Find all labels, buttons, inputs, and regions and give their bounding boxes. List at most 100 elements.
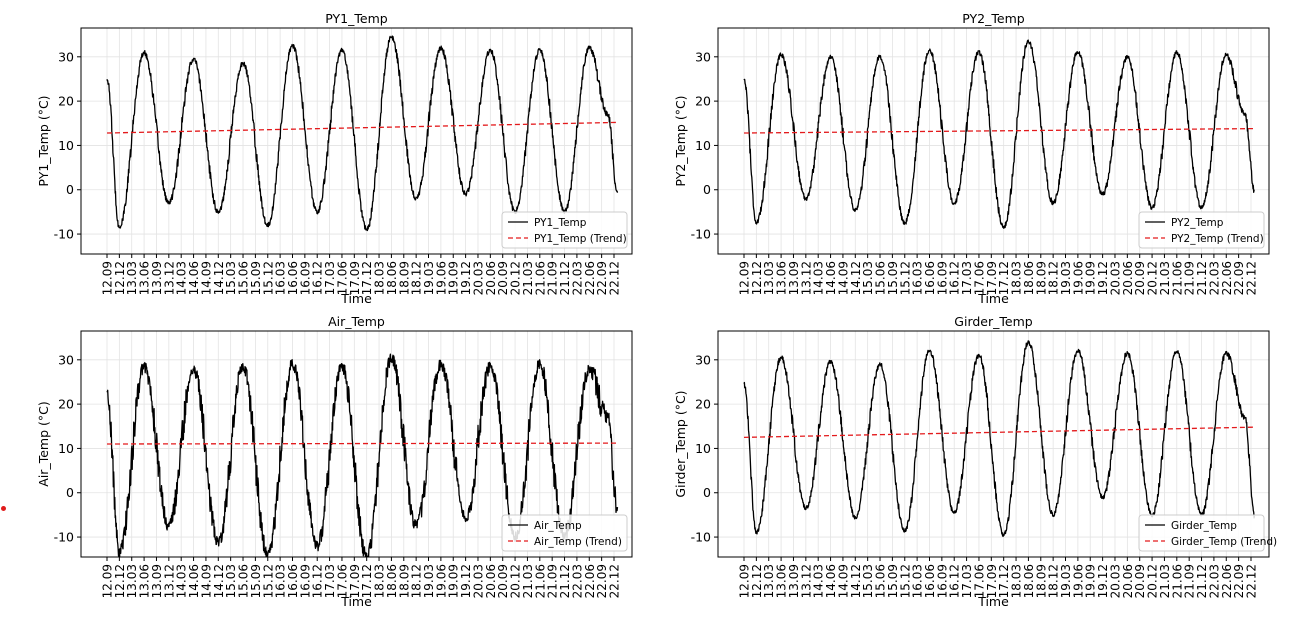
- red-dot-marker: [1, 506, 6, 511]
- x-tick-label: 17.09: [348, 564, 362, 598]
- x-tick-label: 17.03: [960, 564, 974, 598]
- x-tick-label: 15.12: [898, 261, 912, 295]
- legend-box: [1138, 514, 1265, 552]
- y-tick-label: 0: [703, 182, 711, 197]
- x-tick-label: 13.06: [138, 261, 152, 295]
- x-tick-label: 17.06: [972, 261, 986, 295]
- x-tick-label: 21.09: [1183, 261, 1197, 295]
- x-tick-label: 21.06: [1170, 564, 1184, 598]
- x-tick-label: 12.12: [750, 564, 764, 598]
- x-tick-label: 20.06: [484, 261, 498, 295]
- x-tick-label: 21.06: [533, 564, 547, 598]
- x-tick-label: 16.03: [911, 261, 925, 295]
- x-tick-label: 14.09: [199, 564, 213, 598]
- axes-frame: [80, 330, 633, 558]
- x-tick-label: 15.09: [249, 564, 263, 598]
- series-trend-Air_Temp: [106, 442, 618, 445]
- x-tick-label: 22.09: [595, 261, 609, 295]
- x-tick-label: 17.06: [972, 564, 986, 598]
- y-tick-label: 20: [58, 397, 74, 412]
- legend-label: Air_Temp (Trend): [534, 536, 622, 548]
- x-tick-label: 17.06: [335, 261, 349, 295]
- x-tick-label: 15.06: [237, 564, 251, 598]
- x-tick-label: 18.03: [1010, 261, 1024, 295]
- x-tick-label: 16.03: [274, 261, 288, 295]
- x-tick-label: 14.06: [187, 564, 201, 598]
- x-tick-label: 18.03: [1010, 564, 1024, 598]
- legend-label: PY2_Temp (Trend): [1171, 233, 1264, 245]
- x-tick-label: 21.06: [533, 261, 547, 295]
- x-tick-label: 17.12: [360, 564, 374, 598]
- x-tick-label: 13.12: [799, 564, 813, 598]
- x-tick-label: 21.09: [1183, 564, 1197, 598]
- x-tick-label: 14.12: [212, 261, 226, 295]
- x-axis-label: Time: [340, 594, 372, 609]
- x-tick-label: 18.09: [1034, 564, 1048, 598]
- y-tick-label: -10: [691, 227, 711, 242]
- x-tick-label: 15.12: [261, 261, 275, 295]
- x-tick-label: 20.03: [1108, 261, 1122, 295]
- x-tick-label: 20.12: [509, 564, 523, 598]
- x-tick-label: 22.12: [608, 261, 622, 295]
- x-tick-label: 20.12: [1146, 564, 1160, 598]
- y-axis-label: Air_Temp (°C): [36, 401, 51, 486]
- x-tick-label: 20.03: [471, 261, 485, 295]
- x-tick-label: 16.06: [923, 564, 937, 598]
- x-tick-label: 16.12: [948, 261, 962, 295]
- x-tick-label: 21.12: [558, 564, 572, 598]
- x-tick-label: 15.09: [886, 261, 900, 295]
- x-tick-label: 19.03: [1059, 261, 1073, 295]
- y-tick-label: 10: [58, 138, 74, 153]
- x-tick-label: 13.03: [762, 261, 776, 295]
- x-tick-label: 21.03: [521, 564, 535, 598]
- x-tick-label: 19.09: [1084, 261, 1098, 295]
- x-tick-label: 12.12: [113, 261, 127, 295]
- x-tick-label: 22.06: [1220, 564, 1234, 598]
- chart-title: Girder_Temp: [954, 314, 1032, 329]
- x-tick-label: 13.12: [799, 261, 813, 295]
- x-tick-label: 18.12: [410, 261, 424, 295]
- x-tick-label: 14.03: [812, 261, 826, 295]
- chart-panel-0: PY1_Temp-10010203012.0912.1213.0313.0613…: [36, 11, 633, 306]
- x-tick-label: 12.12: [113, 564, 127, 598]
- x-tick-label: 14.12: [849, 564, 863, 598]
- x-tick-label: 16.06: [923, 261, 937, 295]
- x-tick-label: 13.12: [162, 564, 176, 598]
- y-axis-label: PY2_Temp (°C): [673, 95, 688, 186]
- x-tick-label: 21.12: [1195, 261, 1209, 295]
- axes-frame: [80, 27, 633, 255]
- legend-label: Girder_Temp (Trend): [1171, 536, 1277, 548]
- y-tick-label: 10: [695, 138, 711, 153]
- x-tick-label: 20.03: [1108, 564, 1122, 598]
- y-tick-label: 20: [695, 397, 711, 412]
- y-tick-label: 30: [58, 49, 74, 64]
- x-tick-label: 19.12: [459, 261, 473, 295]
- x-tick-label: 19.03: [422, 261, 436, 295]
- x-tick-label: 22.12: [1245, 261, 1259, 295]
- y-tick-label: 0: [66, 182, 74, 197]
- x-tick-label: 19.06: [434, 564, 448, 598]
- x-tick-label: 22.03: [1207, 261, 1221, 295]
- x-tick-label: 12.09: [101, 564, 115, 598]
- x-tick-label: 21.03: [521, 261, 535, 295]
- x-tick-label: 16.03: [274, 564, 288, 598]
- x-tick-label: 19.12: [459, 564, 473, 598]
- x-tick-label: 22.06: [1220, 261, 1234, 295]
- series-trend-PY1_Temp: [106, 121, 618, 134]
- y-tick-label: 20: [695, 94, 711, 109]
- x-tick-label: 19.03: [422, 564, 436, 598]
- x-tick-label: 22.03: [570, 261, 584, 295]
- x-tick-label: 20.12: [509, 261, 523, 295]
- x-tick-label: 19.06: [1071, 564, 1085, 598]
- x-tick-label: 13.03: [125, 564, 139, 598]
- x-tick-label: 18.09: [397, 261, 411, 295]
- x-tick-label: 17.09: [985, 261, 999, 295]
- legend-label: PY2_Temp: [1171, 217, 1224, 229]
- x-tick-label: 15.03: [861, 261, 875, 295]
- x-tick-label: 19.06: [434, 261, 448, 295]
- x-tick-label: 14.06: [824, 261, 838, 295]
- x-tick-label: 15.03: [861, 564, 875, 598]
- y-tick-label: 0: [703, 485, 711, 500]
- y-tick-label: 30: [58, 352, 74, 367]
- x-tick-label: 20.09: [1133, 564, 1147, 598]
